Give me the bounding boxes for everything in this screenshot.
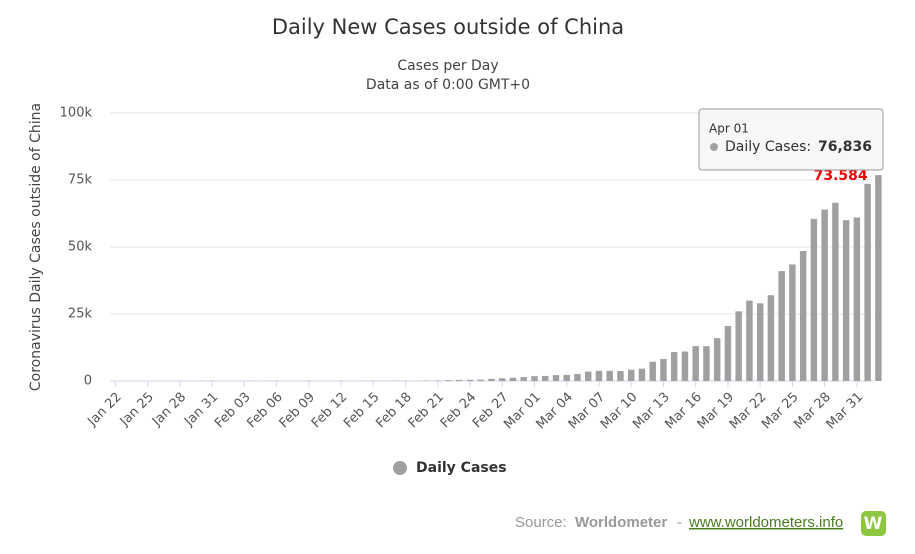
bar xyxy=(789,264,796,381)
bar xyxy=(434,380,441,381)
bar xyxy=(477,379,484,381)
source-sep: - xyxy=(677,514,682,531)
y-tick-label: 0 xyxy=(84,374,92,389)
legend-label: Daily Cases xyxy=(416,460,507,476)
bar xyxy=(520,376,527,381)
y-tick-label: 50k xyxy=(68,240,93,255)
subtitle: Cases per Day xyxy=(397,58,498,74)
bar xyxy=(670,352,678,381)
y-tick-label: 25k xyxy=(68,307,93,322)
bar xyxy=(713,338,721,381)
bar xyxy=(703,346,710,381)
bar xyxy=(466,379,474,381)
bar xyxy=(509,377,517,381)
bar xyxy=(832,202,839,381)
y-axis-label: Coronavirus Daily Cases outside of China xyxy=(28,103,44,391)
y-tick-label: 75k xyxy=(68,173,93,188)
bar xyxy=(842,220,850,381)
tooltip-box xyxy=(698,108,884,171)
source-prefix: Source: xyxy=(515,514,567,531)
bar xyxy=(875,175,882,381)
source-name: Worldometer xyxy=(575,514,667,531)
tooltip: Apr 01 Daily Cases: 76,836 xyxy=(698,108,884,171)
bar xyxy=(735,311,742,381)
legend-marker xyxy=(393,461,407,475)
bar xyxy=(767,295,775,381)
bar xyxy=(692,346,699,381)
bar xyxy=(574,374,581,381)
bar xyxy=(853,217,861,381)
bar xyxy=(456,379,463,381)
logo-letter: W xyxy=(864,514,883,534)
bar xyxy=(531,376,538,381)
tooltip-value: 76,836 xyxy=(818,139,872,155)
bar xyxy=(552,375,560,381)
tooltip-marker xyxy=(710,143,718,151)
bar xyxy=(746,300,753,381)
source: Source: Worldometer - www.worldometers.i… xyxy=(515,511,886,536)
bar xyxy=(638,368,646,381)
bar xyxy=(724,326,732,381)
bar xyxy=(660,359,667,381)
bar xyxy=(445,380,452,381)
bar xyxy=(542,375,549,381)
subtitle: Data as of 0:00 GMT+0 xyxy=(366,77,530,93)
bar xyxy=(821,209,828,381)
logo xyxy=(861,511,886,536)
tooltip-text: Daily Cases: xyxy=(725,139,811,155)
bar xyxy=(595,370,603,381)
data-label: 73.584 xyxy=(814,168,868,184)
tooltip-title: Apr 01 xyxy=(709,122,749,136)
bar xyxy=(563,374,570,381)
bar xyxy=(488,378,495,381)
bar xyxy=(778,271,785,381)
source-link[interactable]: www.worldometers.info xyxy=(688,514,843,531)
y-tick-label: 100k xyxy=(60,106,93,121)
x-tick-label: Mar 31 xyxy=(824,390,867,433)
x-tick-label: Jan 28 xyxy=(149,390,189,430)
bar xyxy=(584,371,592,381)
bar xyxy=(799,251,807,381)
x-tick-label: Jan 22 xyxy=(85,390,125,430)
bar xyxy=(864,183,871,381)
bar xyxy=(606,370,613,381)
bar xyxy=(499,378,506,381)
bar xyxy=(627,369,635,381)
bar xyxy=(617,371,624,381)
bar xyxy=(681,351,689,381)
chart-title: Daily New Cases outside of China xyxy=(272,15,624,39)
bar xyxy=(756,303,764,381)
x-tick-label: Jan 25 xyxy=(117,390,157,430)
bar xyxy=(649,361,656,381)
bar xyxy=(810,218,818,381)
